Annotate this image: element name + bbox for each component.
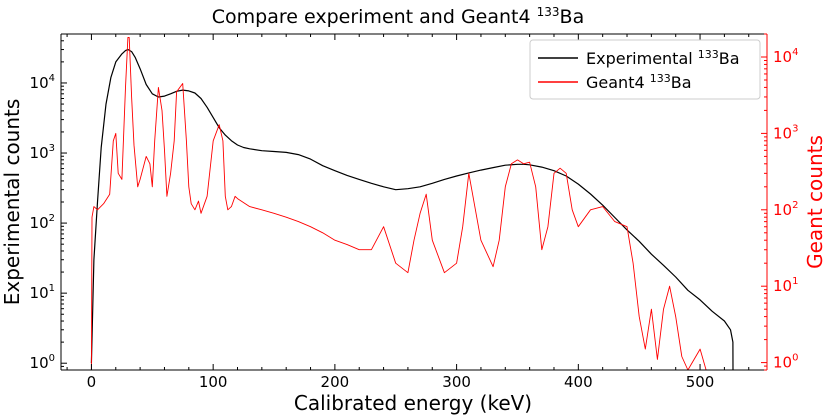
right-tick-label: 101 xyxy=(773,276,798,295)
axes: 0 100 200 300 400 500 100 101 102 103 104 100 101 102… xyxy=(30,33,798,391)
legend-label: Geant4 133Ba xyxy=(586,72,692,93)
right-tick-label: 102 xyxy=(773,200,798,219)
left-tick-label: 104 xyxy=(30,73,55,92)
legend-box xyxy=(529,39,761,100)
chart-title: Compare experiment and Geant4 133Ba xyxy=(212,5,584,28)
right-tick-label: 103 xyxy=(773,123,798,142)
left-tick-label: 103 xyxy=(30,143,55,162)
right-tick-label: 100 xyxy=(773,353,798,372)
x-tick-label: 200 xyxy=(321,373,350,391)
series-line-geant4 xyxy=(90,37,713,371)
left-tick-label: 101 xyxy=(30,283,55,302)
x-tick-label: 500 xyxy=(686,373,715,391)
x-tick-label: 100 xyxy=(199,373,228,391)
right-axis-title: Geant counts xyxy=(803,135,827,269)
left-tick-label: 102 xyxy=(30,213,55,232)
right-tick-label: 104 xyxy=(773,47,798,66)
series-line-experimental xyxy=(90,48,734,371)
x-tick-label: 300 xyxy=(442,373,471,391)
left-axis-title: Experimental counts xyxy=(0,99,24,306)
x-tick-label: 400 xyxy=(564,373,593,391)
left-tick-label: 100 xyxy=(30,353,55,372)
legend: Experimental 133Ba Geant4 133Ba xyxy=(529,39,761,100)
x-axis-title: Calibrated energy (keV) xyxy=(294,391,532,415)
x-tick-label: 0 xyxy=(87,373,97,391)
legend-label: Experimental 133Ba xyxy=(586,48,740,69)
plot-area xyxy=(90,37,734,371)
